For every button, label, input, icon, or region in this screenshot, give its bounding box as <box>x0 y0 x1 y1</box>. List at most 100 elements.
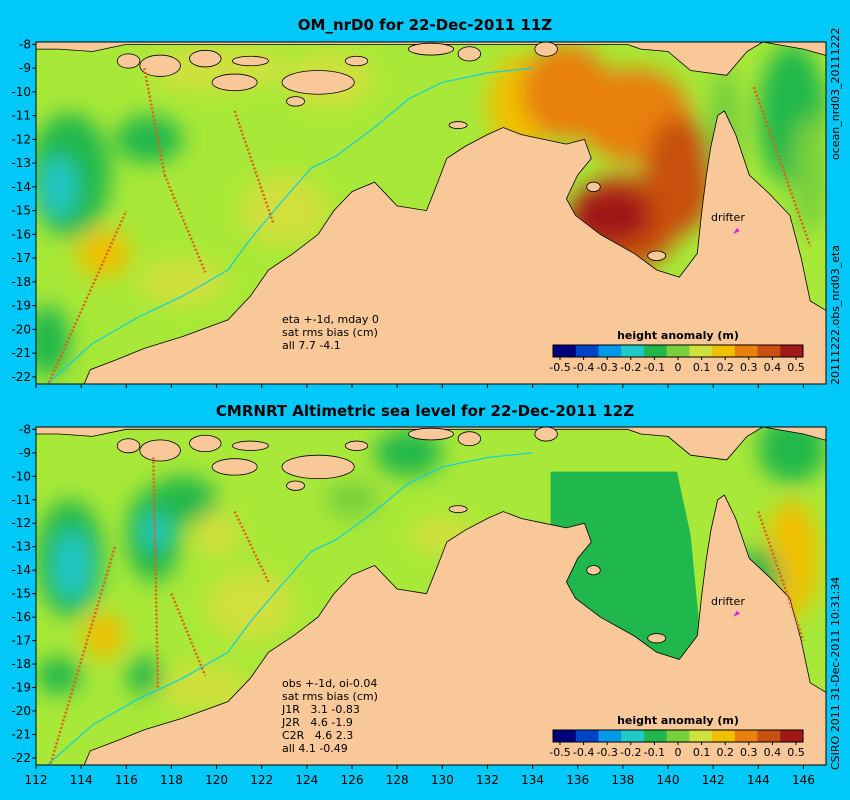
y-tick-label: -19 <box>11 299 31 313</box>
x-tick-label: 116 <box>115 773 138 787</box>
x-tick-label: 134 <box>521 773 544 787</box>
island <box>281 454 355 480</box>
colorbar-swatch <box>712 345 736 357</box>
anomaly-blob <box>115 115 183 164</box>
bottom-annotation-line: J2R 4.6 -1.9 <box>282 716 353 729</box>
y-tick-label: -21 <box>11 346 31 360</box>
y-tick-label: -17 <box>11 634 31 648</box>
satellite-track <box>163 174 207 273</box>
anomaly-blob <box>205 570 296 641</box>
island <box>586 181 601 193</box>
bottom-annotation-line: obs +-1d, oi-0.04 <box>282 677 378 690</box>
y-tick-label: -9 <box>19 446 31 460</box>
anomaly-blob <box>126 657 163 695</box>
island <box>344 55 369 67</box>
map-bottom <box>36 427 826 765</box>
drifter-marker <box>732 610 740 617</box>
y-tick-label: -16 <box>11 610 31 624</box>
island <box>457 46 482 62</box>
island <box>286 480 306 491</box>
y-tick-label: -12 <box>11 516 31 530</box>
colorbar-tick-label: 0.2 <box>716 746 734 759</box>
colorbar-tick-label: 0.1 <box>693 746 711 759</box>
y-tick-label: -15 <box>11 587 31 601</box>
colorbar-tick-label: 0.5 <box>787 746 805 759</box>
drifter-label-top: drifter <box>711 211 745 224</box>
colorbar-swatch <box>553 730 577 742</box>
island <box>116 53 141 69</box>
island <box>281 70 355 95</box>
y-tick-label: -11 <box>11 493 31 507</box>
y-tick-label: -8 <box>19 422 31 436</box>
island <box>231 55 269 67</box>
island <box>344 440 369 451</box>
colorbar-tick-label: 0.2 <box>716 361 734 374</box>
anomaly-blob <box>36 657 82 695</box>
y-tick-label: -18 <box>11 657 31 671</box>
colorbar-title: height anomaly (m) <box>617 714 739 727</box>
map-top <box>36 42 826 384</box>
island <box>116 438 141 454</box>
top-annotation: eta +-1d, mday 0 sat rms bias (cm) all 7… <box>282 313 379 352</box>
plot-frame <box>35 41 827 385</box>
colorbar-swatch <box>621 345 645 357</box>
x-tick-label: 140 <box>657 773 680 787</box>
top-annotation-line: sat rms bias (cm) <box>282 326 378 339</box>
satellite-track <box>170 593 207 677</box>
colorbar-tick-label: -0.5 <box>549 746 570 759</box>
colorbar-swatch <box>575 730 599 742</box>
anomaly-blob <box>758 427 826 484</box>
x-tick-label: 130 <box>431 773 454 787</box>
colorbar-swatch <box>598 730 622 742</box>
colorbar-tick-label: -0.3 <box>596 361 617 374</box>
colorbar-swatch <box>757 345 781 357</box>
y-tick-label: -10 <box>11 469 31 483</box>
colorbar-swatch <box>643 730 668 742</box>
island <box>408 427 454 441</box>
x-tick-label: 138 <box>611 773 634 787</box>
shelf-break-contour <box>46 452 533 765</box>
satellite-track <box>757 511 805 642</box>
colorbar-swatch <box>689 345 713 357</box>
colorbar-tick-label: -0.1 <box>644 361 665 374</box>
colorbar-tick-label: 0.3 <box>740 361 758 374</box>
top-annotation-line: all 7.7 -4.1 <box>282 339 341 352</box>
island <box>448 121 468 130</box>
satellite-track <box>233 510 270 583</box>
colorbar-tick-label: 0.4 <box>764 361 782 374</box>
x-tick-label: 120 <box>205 773 228 787</box>
australia-landmass <box>83 494 826 765</box>
x-tick-label: 112 <box>25 773 48 787</box>
bottom-annotation-line: all 4.1 -0.49 <box>282 742 348 755</box>
island <box>211 458 258 476</box>
x-tick-label: 114 <box>70 773 93 787</box>
island <box>139 439 181 462</box>
anomaly-blob <box>83 612 125 660</box>
y-tick-label: -9 <box>19 61 31 75</box>
colorbar-swatch <box>666 345 690 357</box>
colorbar-tick-label: -0.5 <box>549 361 570 374</box>
colorbar-swatch <box>621 730 645 742</box>
x-tick-label: 118 <box>160 773 183 787</box>
y-tick-label: -13 <box>11 156 31 170</box>
island <box>231 440 269 451</box>
colorbar-tick-label: -0.4 <box>573 746 594 759</box>
y-tick-label: -19 <box>11 681 31 695</box>
anomaly-blob <box>194 511 240 559</box>
bottom-annotation-line: C2R 4.6 2.3 <box>282 729 354 742</box>
anomaly-blob <box>792 115 826 235</box>
x-tick-label: 146 <box>792 773 815 787</box>
x-tick-label: 136 <box>566 773 589 787</box>
x-tick-label: 122 <box>250 773 273 787</box>
y-tick-label: -22 <box>11 751 31 765</box>
side-label-bottom: CSIRO 2011 31-Dec-2011 10:31:34 <box>829 576 842 770</box>
colorbar-swatch <box>734 730 758 742</box>
y-tick-label: -13 <box>11 540 31 554</box>
colorbar-swatch <box>757 730 781 742</box>
y-tick-label: -14 <box>11 563 31 577</box>
anomaly-blob <box>54 530 91 601</box>
y-tick-label: -11 <box>11 109 31 123</box>
island <box>448 505 468 514</box>
y-tick-label: -10 <box>11 85 31 99</box>
